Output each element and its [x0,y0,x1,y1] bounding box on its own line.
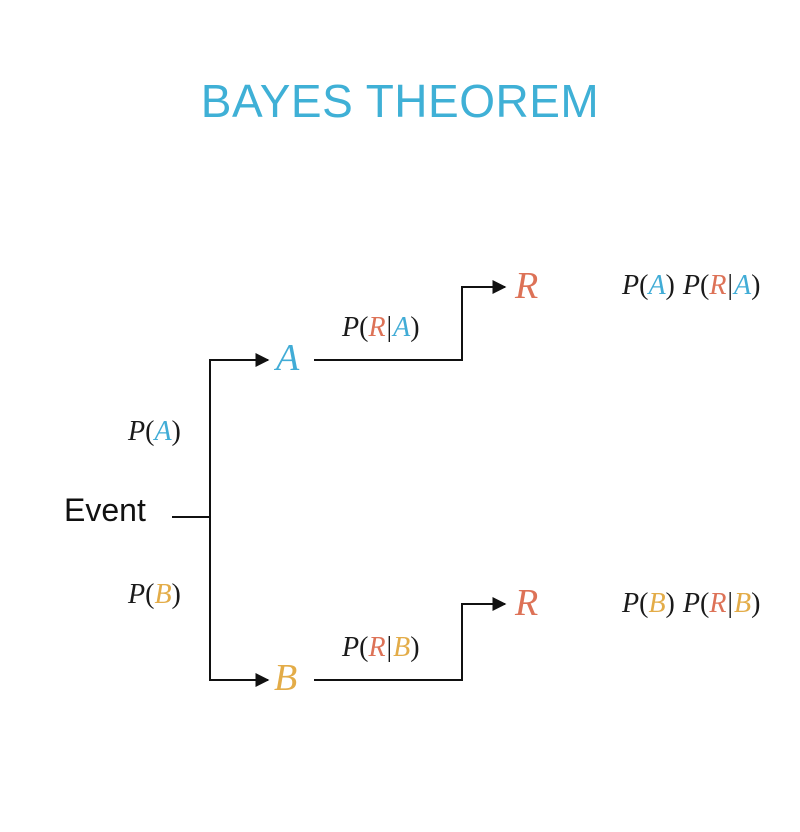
product-b-branch: P(B) P(R|B) [622,588,761,619]
event-label: Event [64,492,146,528]
node-r-top: R [515,265,539,307]
arrow-b-to-r [314,597,507,681]
node-b: B [274,657,298,699]
label-p-a: P(A) [128,416,181,447]
label-p-r-given-a: P(R|A) [342,312,420,343]
label-p-r-given-b: P(R|B) [342,632,420,663]
label-p-b: P(B) [128,579,181,610]
product-a-branch: P(A) P(R|A) [622,270,761,301]
page-title: BAYES THEOREM [200,75,600,127]
node-r-bottom: R [515,582,539,624]
arrow-a-to-r [314,280,507,361]
node-a: A [276,337,300,379]
